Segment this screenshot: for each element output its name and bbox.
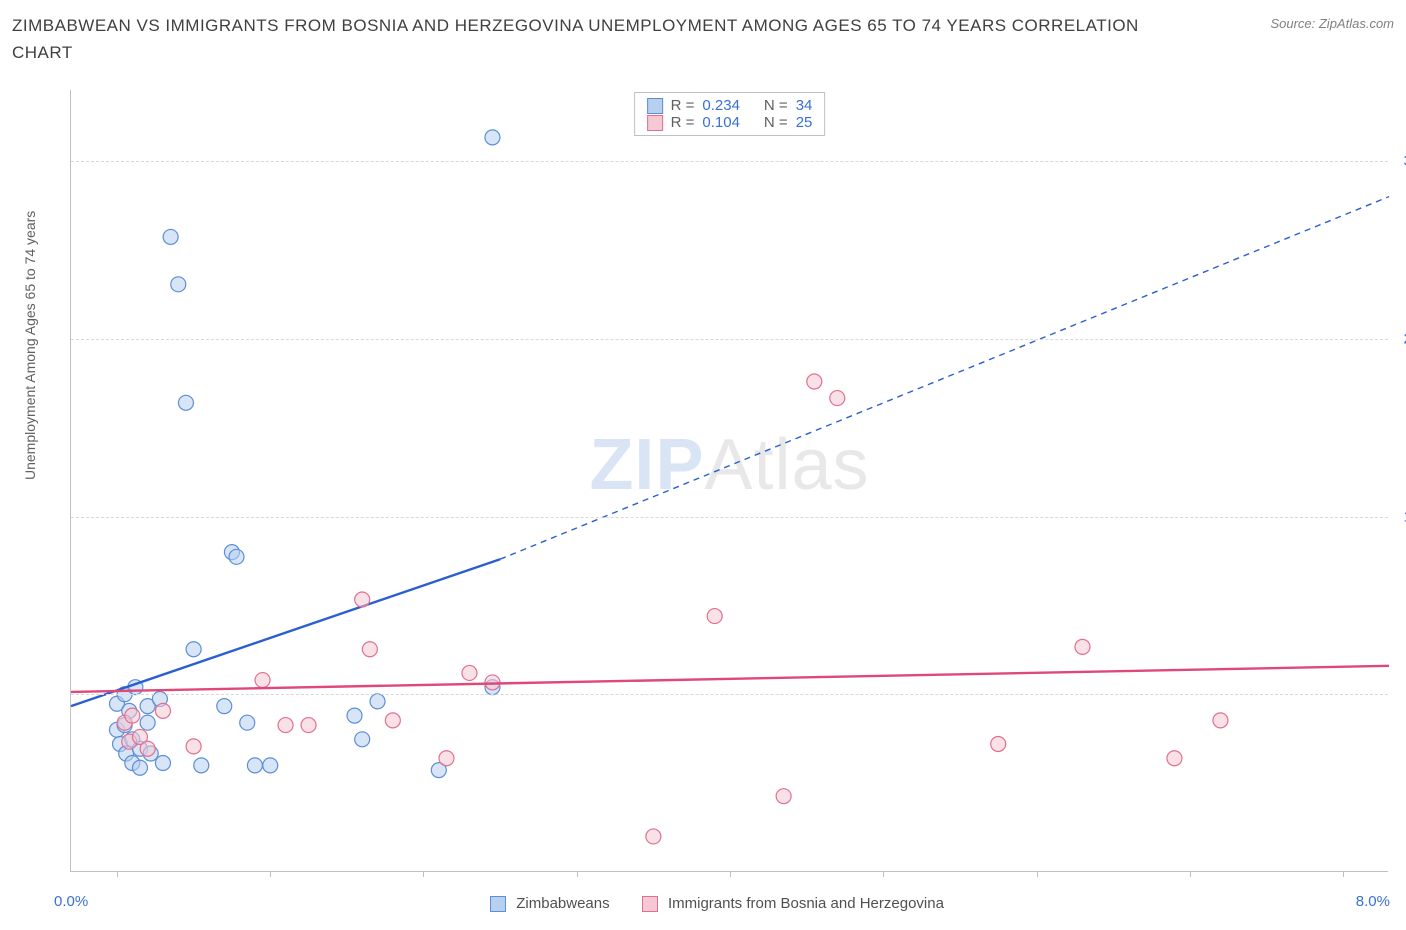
data-point	[163, 229, 178, 244]
data-point	[439, 751, 454, 766]
data-point	[217, 699, 232, 714]
data-point	[132, 760, 147, 775]
data-point	[1213, 713, 1228, 728]
data-point	[462, 665, 477, 680]
stats-row-a: R = 0.234 N = 34	[647, 97, 813, 114]
data-point	[355, 732, 370, 747]
chart-title: ZIMBABWEAN VS IMMIGRANTS FROM BOSNIA AND…	[12, 12, 1162, 66]
data-point	[385, 713, 400, 728]
data-point	[362, 642, 377, 657]
stat-n-key-b: N =	[764, 114, 788, 131]
data-point	[229, 549, 244, 564]
correlation-chart: ZIMBABWEAN VS IMMIGRANTS FROM BOSNIA AND…	[12, 12, 1394, 918]
gridline	[71, 161, 1388, 162]
x-tick	[730, 871, 731, 877]
data-point	[171, 277, 186, 292]
legend-swatch-b-icon	[642, 896, 658, 912]
x-tick	[423, 871, 424, 877]
stat-n-key-a: N =	[764, 97, 788, 114]
legend-label-a: Zimbabweans	[516, 895, 609, 912]
data-point	[707, 609, 722, 624]
data-point	[485, 130, 500, 145]
data-point	[278, 718, 293, 733]
data-point	[355, 592, 370, 607]
data-point	[1075, 639, 1090, 654]
data-point	[370, 694, 385, 709]
x-tick	[577, 871, 578, 877]
data-point	[807, 374, 822, 389]
data-point	[646, 829, 661, 844]
x-tick	[1343, 871, 1344, 877]
legend-label-b: Immigrants from Bosnia and Herzegovina	[668, 895, 944, 912]
plot-svg	[71, 90, 1388, 871]
data-point	[347, 708, 362, 723]
data-point	[155, 755, 170, 770]
title-row: ZIMBABWEAN VS IMMIGRANTS FROM BOSNIA AND…	[12, 12, 1394, 66]
data-point	[140, 741, 155, 756]
data-point	[247, 758, 262, 773]
data-point	[140, 715, 155, 730]
stats-box: R = 0.234 N = 34 R = 0.104 N = 25	[634, 92, 826, 136]
bottom-legend: Zimbabweans Immigrants from Bosnia and H…	[12, 895, 1394, 912]
x-tick	[1190, 871, 1191, 877]
plot-area: ZIPAtlas R = 0.234 N = 34 R = 0.104 N = …	[70, 90, 1388, 872]
data-point	[186, 642, 201, 657]
y-axis-label: Unemployment Among Ages 65 to 74 years	[22, 211, 38, 480]
swatch-b-icon	[647, 115, 663, 131]
x-tick	[1037, 871, 1038, 877]
data-point	[991, 737, 1006, 752]
stat-r-key-b: R =	[671, 114, 695, 131]
stat-n-val-a: 34	[796, 97, 813, 114]
stat-r-val-b: 0.104	[702, 114, 740, 131]
data-point	[263, 758, 278, 773]
stats-row-b: R = 0.104 N = 25	[647, 114, 813, 131]
gridline	[71, 339, 1388, 340]
legend-swatch-a-icon	[490, 896, 506, 912]
x-tick	[117, 871, 118, 877]
data-point	[776, 789, 791, 804]
stat-n-val-b: 25	[796, 114, 813, 131]
data-point	[240, 715, 255, 730]
gridline	[71, 694, 1388, 695]
source-attribution: Source: ZipAtlas.com	[1270, 16, 1394, 31]
data-point	[301, 718, 316, 733]
x-tick	[270, 871, 271, 877]
data-point	[830, 391, 845, 406]
data-point	[194, 758, 209, 773]
x-tick	[883, 871, 884, 877]
data-point	[255, 673, 270, 688]
data-point	[155, 703, 170, 718]
swatch-a-icon	[647, 98, 663, 114]
data-point	[178, 395, 193, 410]
data-point	[125, 708, 140, 723]
data-point	[1167, 751, 1182, 766]
trendline-extrapolated	[500, 197, 1389, 560]
gridline	[71, 517, 1388, 518]
stat-r-key-a: R =	[671, 97, 695, 114]
stat-r-val-a: 0.234	[702, 97, 740, 114]
data-point	[186, 739, 201, 754]
